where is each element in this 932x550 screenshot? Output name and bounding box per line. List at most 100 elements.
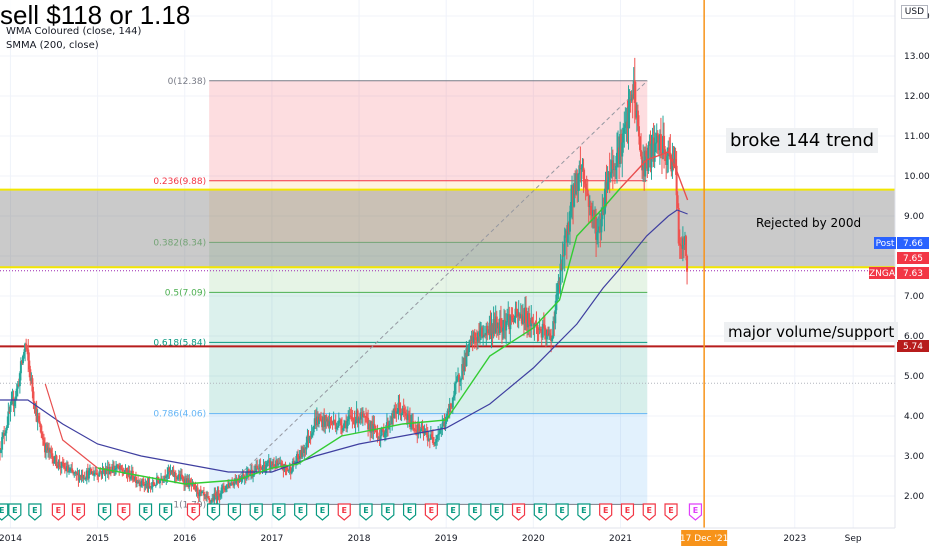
event-marker[interactable]: E <box>424 503 438 521</box>
candle-body <box>674 159 677 166</box>
candle-body <box>148 482 151 487</box>
candle-body <box>597 230 600 233</box>
candle-body <box>46 444 49 451</box>
candle-body <box>355 410 358 421</box>
event-marker[interactable]: E <box>315 503 330 521</box>
candle-body <box>595 216 598 240</box>
candle-body <box>256 465 259 469</box>
candle-body <box>285 467 288 469</box>
candle-body <box>513 318 516 323</box>
event-marker[interactable]: E <box>337 503 351 521</box>
event-marker[interactable]: E <box>206 503 221 521</box>
event-marker[interactable]: E <box>664 503 678 521</box>
candle-body <box>462 364 465 372</box>
event-marker-shape <box>294 503 308 521</box>
event-marker-shape <box>511 503 526 521</box>
candle-body <box>268 460 271 469</box>
event-marker[interactable]: E <box>158 503 173 521</box>
event-marker[interactable]: E <box>51 503 65 521</box>
event-marker[interactable]: E <box>402 503 417 521</box>
candle-body <box>94 472 97 474</box>
event-marker-letter: E <box>56 506 61 515</box>
event-marker[interactable]: E <box>533 503 547 521</box>
candle-body <box>261 467 264 469</box>
annotation-support[interactable]: major volume/support <box>724 322 899 342</box>
y-tick-label: 12.00 <box>904 92 930 102</box>
event-marker[interactable]: E <box>294 503 308 521</box>
event-marker-shape <box>227 503 242 521</box>
candle-body <box>30 378 33 381</box>
annotation-rejected[interactable]: Rejected by 200d <box>756 216 862 230</box>
date-badge-bg <box>681 530 728 546</box>
event-marker-shape <box>28 503 42 521</box>
candle-body <box>586 189 589 196</box>
candle-body <box>494 316 497 333</box>
candle-body <box>453 383 456 396</box>
candle-body <box>93 473 96 476</box>
candle-body <box>474 337 477 341</box>
x-tick-label: 2018 <box>348 534 371 544</box>
candle-body <box>1 437 4 450</box>
event-marker-letter: E <box>121 506 126 515</box>
candle-body <box>591 210 594 217</box>
event-marker[interactable]: E <box>490 503 504 521</box>
event-marker[interactable]: E <box>620 503 635 521</box>
event-marker[interactable]: E <box>555 503 569 521</box>
event-marker[interactable]: E <box>28 503 42 521</box>
event-marker[interactable]: E <box>227 503 242 521</box>
event-marker[interactable]: E <box>577 503 591 521</box>
candle-body <box>408 415 411 428</box>
event-marker[interactable]: E <box>272 503 286 521</box>
event-marker[interactable]: E <box>599 503 613 521</box>
currency-badge[interactable]: USD <box>900 5 928 19</box>
event-marker[interactable]: E <box>249 503 263 521</box>
candle-body <box>682 238 685 246</box>
event-marker-shape <box>8 503 22 521</box>
event-marker[interactable]: E <box>511 503 526 521</box>
event-marker[interactable]: E <box>642 503 656 521</box>
event-marker-letter: E <box>668 506 673 515</box>
indicator-wma-label[interactable]: WMA Coloured (close, 144) <box>6 26 142 37</box>
candle-body <box>435 439 438 443</box>
candle-body <box>20 361 23 364</box>
candle-body <box>78 475 81 481</box>
candle-body <box>41 437 44 440</box>
event-marker[interactable]: E <box>138 503 153 521</box>
candle-body <box>228 482 231 488</box>
candle-body <box>81 474 84 479</box>
candle-body <box>51 453 54 458</box>
candle-body <box>625 121 628 125</box>
candle-body <box>210 501 213 503</box>
event-marker[interactable]: E <box>97 503 112 521</box>
candle-body <box>36 416 39 422</box>
event-marker[interactable]: E <box>8 503 22 521</box>
event-marker[interactable]: E <box>381 503 395 521</box>
event-marker[interactable]: E <box>446 503 460 521</box>
event-marker[interactable]: E <box>186 503 201 521</box>
candle-body <box>237 480 240 482</box>
candle-body <box>197 494 200 497</box>
candle-body <box>189 480 192 483</box>
event-marker-shape <box>402 503 417 521</box>
event-marker[interactable]: E <box>71 503 86 521</box>
event-marker[interactable]: E <box>688 503 703 521</box>
candle-body <box>99 471 102 473</box>
candle-body <box>492 319 495 334</box>
candle-body <box>423 432 426 434</box>
candle-body <box>402 408 405 412</box>
candle-body <box>675 165 678 196</box>
indicator-smma-label[interactable]: SMMA (200, close) <box>6 40 99 51</box>
annotation-broke-trend[interactable]: broke 144 trend <box>726 128 879 153</box>
candle-body <box>459 380 462 382</box>
candle-body <box>573 182 576 207</box>
candle-body <box>74 471 77 473</box>
event-marker[interactable]: E <box>117 503 131 521</box>
candle-body <box>465 348 468 367</box>
candle-body <box>394 408 397 411</box>
event-marker[interactable]: E <box>0 503 9 521</box>
event-marker[interactable]: E <box>468 503 482 521</box>
event-marker[interactable]: E <box>359 503 373 521</box>
candle-body <box>551 337 554 342</box>
candle-body <box>234 480 237 484</box>
